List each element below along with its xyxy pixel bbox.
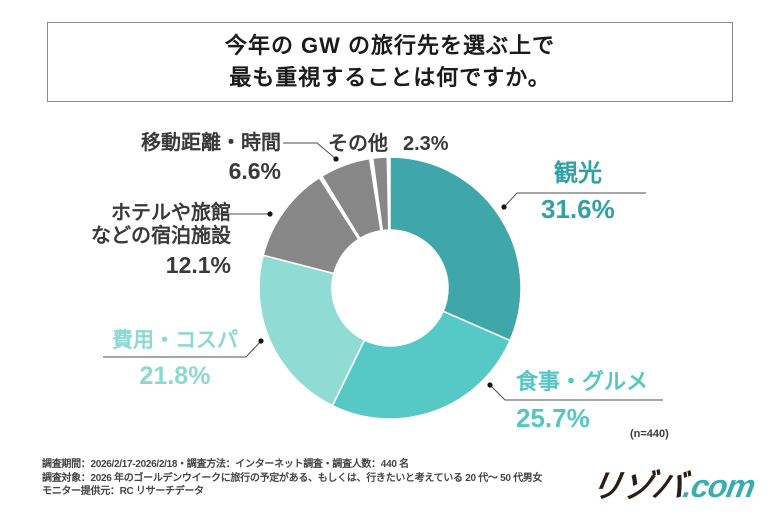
survey-target-line: 調査対象：2026 年のゴールデンウイークに旅行の予定がある、もしくは、行きたい… — [42, 472, 543, 484]
label-cost-name: 費用・コスパ — [112, 329, 238, 352]
leader-dot-accommodation — [267, 211, 273, 217]
survey-notes: 調査期間：2026/2/17-2026/2/18・調査方法：インターネット調査・… — [42, 458, 542, 499]
label-other-pct: 2.3% — [403, 133, 449, 155]
leader-dot-food-gourmet — [487, 382, 493, 388]
donut-segment-cost — [258, 254, 366, 407]
label-accommodation-pct: 12.1% — [165, 252, 231, 278]
title-line1: 今年の GW の旅行先を選ぶ上で — [224, 33, 556, 58]
label-other: その他 2.3% — [328, 133, 449, 156]
rizoba-logo: リゾバ.com — [587, 461, 759, 507]
label-accommodation-name-line1: ホテルや旅館 — [111, 202, 231, 224]
donut-segment-other — [371, 156, 390, 232]
label-food-gourmet-name: 食事・グルメ — [516, 369, 649, 394]
donut-segment-accommodation — [262, 176, 360, 275]
label-cost-pct: 21.8% — [139, 362, 211, 391]
label-sightseeing-pct: 31.6% — [541, 193, 615, 224]
rizoba-logo-suffix: .com — [680, 468, 758, 504]
label-sightseeing: 観光 31.6% — [541, 160, 615, 224]
label-travel-distance-time-name: 移動距離・時間 — [141, 132, 281, 154]
label-accommodation: ホテルや旅館 などの宿泊施設 12.1% — [85, 202, 231, 278]
leader-line-travel-distance-time — [283, 142, 337, 160]
label-other-name: その他 — [328, 133, 388, 155]
title-box: 今年の GW の旅行先を選ぶ上で 最も重視することは何ですか。 — [47, 22, 733, 102]
leader-dot-sightseeing — [501, 204, 507, 210]
leader-line-food-gourmet — [489, 384, 663, 401]
rizoba-logo-main: リゾバ — [587, 468, 687, 504]
label-food-gourmet: 食事・グルメ 25.7% — [516, 369, 648, 434]
leader-dot-travel-distance-time — [333, 156, 339, 162]
donut-segment-travel-distance-time — [320, 157, 382, 240]
survey-period-line: 調査期間：2026/2/17-2026/2/18・調査方法：インターネット調査・… — [42, 459, 409, 470]
label-accommodation-name-line2: などの宿泊施設 — [91, 225, 231, 247]
leader-line-sightseeing — [503, 192, 646, 208]
donut-segment-food-gourmet — [331, 310, 511, 420]
leader-dot-cost — [258, 338, 264, 344]
label-travel-distance-time: 移動距離・時間 6.6% — [140, 132, 281, 184]
donut-segment-sightseeing — [389, 156, 522, 342]
sample-size-note: (n=440) — [630, 428, 669, 440]
survey-provider-line: モニター提供元：RC リサーチデータ — [42, 486, 204, 497]
label-sightseeing-name: 観光 — [554, 160, 602, 187]
label-cost: 費用・コスパ 21.8% — [103, 329, 247, 391]
leader-line-cost — [103, 340, 262, 358]
label-travel-distance-time-pct: 6.6% — [228, 158, 281, 184]
label-food-gourmet-pct: 25.7% — [516, 403, 590, 434]
title-line2: 最も重視することは何ですか。 — [229, 65, 551, 90]
